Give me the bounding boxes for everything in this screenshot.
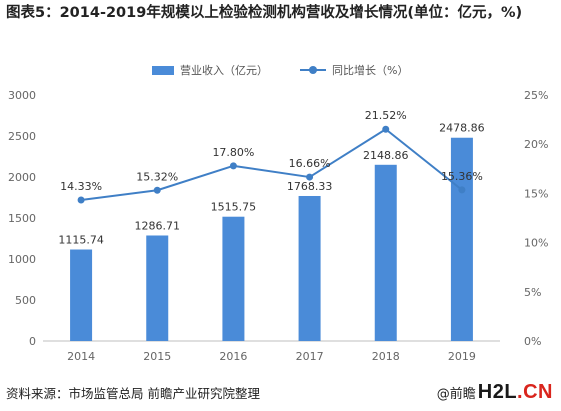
- revenue-bar: [450, 137, 473, 341]
- growth-point: [229, 162, 237, 170]
- legend-growth-label: 同比增长（%）: [332, 64, 409, 77]
- y-right-tick-label: 15%: [524, 187, 548, 200]
- legend-revenue-label: 营业收入（亿元）: [180, 64, 268, 77]
- y-right-tick-label: 5%: [524, 286, 541, 299]
- revenue-bar: [298, 195, 321, 341]
- y-left-tick-label: 1500: [8, 212, 36, 225]
- brand-watermark: @前瞻 H2L.CN: [437, 381, 553, 404]
- growth-point: [382, 125, 390, 133]
- y-left-tick-label: 2500: [8, 130, 36, 143]
- source-note: 资料来源：市场监管总局 前瞻产业研究院整理: [6, 386, 260, 401]
- chart-title: 图表5：2014-2019年规模以上检验检测机构营收及增长情况(单位：亿元，%): [6, 5, 523, 21]
- growth-value-label: 16.66%: [289, 157, 331, 170]
- brand-logo: H2L.CN: [477, 381, 553, 403]
- chart-legend: 营业收入（亿元） 同比增长（%）: [0, 62, 561, 80]
- y-right-tick-label: 25%: [524, 89, 548, 102]
- revenue-value-label: 1115.74: [58, 234, 104, 247]
- growth-line: [80, 128, 463, 201]
- growth-value-label: 21.52%: [365, 109, 407, 122]
- revenue-value-label: 1515.75: [211, 201, 257, 214]
- x-tick-label: 2019: [448, 350, 476, 363]
- revenue-bar: [70, 249, 93, 341]
- x-tick-label: 2016: [219, 350, 247, 363]
- y-left-tick-label: 3000: [8, 89, 36, 102]
- growth-point: [77, 196, 85, 204]
- x-tick-label: 2018: [372, 350, 400, 363]
- growth-value-label: 15.32%: [136, 170, 178, 183]
- growth-point: [153, 186, 161, 194]
- revenue-bar: [222, 216, 245, 341]
- legend-item-revenue: 营业收入（亿元）: [152, 62, 268, 78]
- revenue-value-label: 1768.33: [287, 180, 333, 193]
- y-right-tick-label: 20%: [524, 138, 548, 151]
- x-tick-label: 2014: [67, 350, 95, 363]
- growth-point: [458, 186, 466, 194]
- y-left-tick-label: 2000: [8, 171, 36, 184]
- legend-bar-swatch: [152, 65, 174, 75]
- x-tick-label: 2015: [143, 350, 171, 363]
- y-left-tick-label: 0: [29, 335, 36, 348]
- x-tick-label: 2017: [296, 350, 324, 363]
- growth-value-label: 17.80%: [212, 146, 254, 159]
- brand-prefix: @前瞻: [436, 387, 476, 402]
- revenue-bar: [374, 164, 397, 341]
- revenue-value-label: 2478.86: [439, 122, 485, 135]
- y-left-tick-label: 500: [15, 294, 36, 307]
- growth-value-label: 15.36%: [441, 170, 483, 183]
- legend-line-swatch: [300, 64, 326, 76]
- y-right-tick-label: 0%: [524, 335, 541, 348]
- revenue-bar: [146, 235, 169, 341]
- revenue-value-label: 1286.71: [135, 219, 181, 232]
- y-right-tick-label: 10%: [524, 237, 548, 250]
- growth-point: [306, 173, 314, 181]
- growth-value-label: 14.33%: [60, 180, 102, 193]
- y-left-tick-label: 1000: [8, 253, 36, 266]
- legend-item-growth: 同比增长（%）: [300, 62, 408, 78]
- revenue-value-label: 2148.86: [363, 149, 409, 162]
